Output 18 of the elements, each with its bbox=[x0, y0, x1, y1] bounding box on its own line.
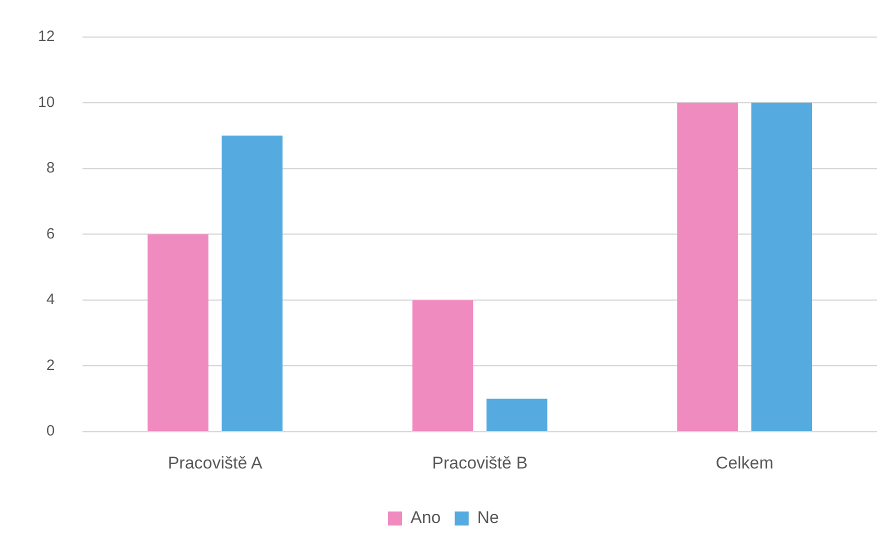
bar bbox=[751, 102, 812, 431]
y-tick-label: 12 bbox=[38, 28, 55, 46]
bar bbox=[677, 102, 738, 431]
bar bbox=[222, 136, 283, 431]
x-tick-label: Pracoviště B bbox=[432, 453, 528, 472]
bar bbox=[486, 398, 548, 431]
x-tick-label: Pracoviště A bbox=[168, 453, 263, 472]
y-tick-label: 4 bbox=[46, 291, 55, 308]
y-tick-label: 0 bbox=[46, 422, 55, 440]
x-tick-label: Celkem bbox=[716, 453, 774, 472]
bar bbox=[148, 234, 208, 431]
y-tick-label: 6 bbox=[46, 225, 55, 242]
legend-label: Ne bbox=[477, 508, 499, 528]
y-tick-label: 2 bbox=[46, 356, 55, 374]
y-tick-label: 10 bbox=[38, 94, 55, 111]
legend-label: Ano bbox=[410, 508, 441, 528]
y-tick-label: 8 bbox=[46, 160, 55, 177]
bar bbox=[412, 300, 474, 431]
